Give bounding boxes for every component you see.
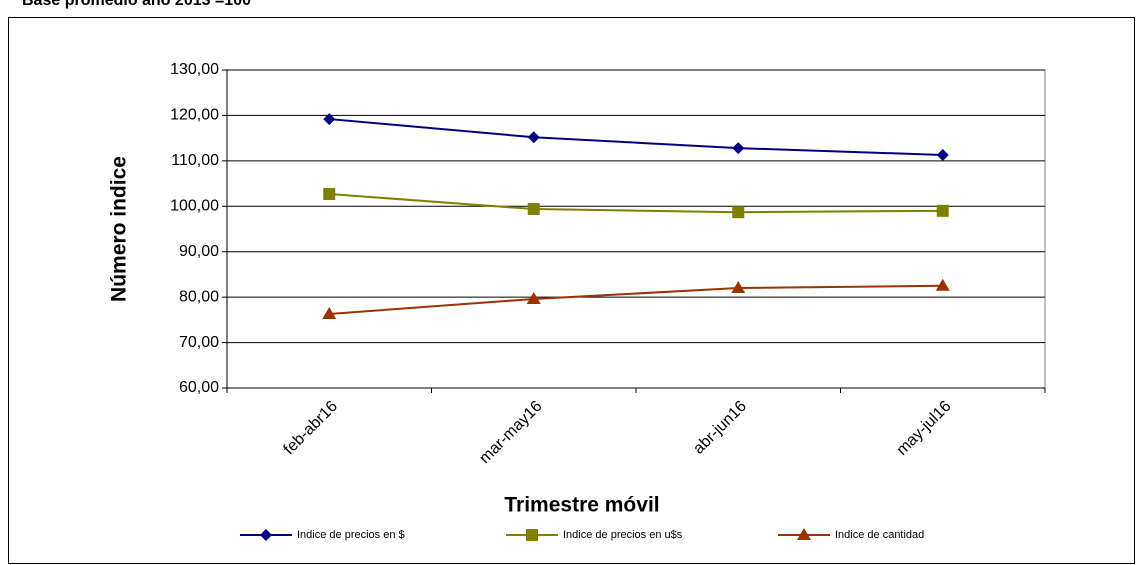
series-line <box>329 284 943 315</box>
y-tick-label: 120,00 <box>170 107 219 124</box>
marker <box>732 142 745 155</box>
marker <box>731 281 746 294</box>
marker <box>526 291 541 304</box>
y-tick-label: 80,00 <box>179 288 219 305</box>
x-tick-label: abr-jun16 <box>690 398 750 458</box>
marker <box>936 148 949 161</box>
chart-subtitle: Base promedio año 2013 =100 <box>22 0 251 9</box>
y-tick-label: 60,00 <box>179 379 219 396</box>
y-tick-label: 100,00 <box>170 198 219 215</box>
series-line <box>329 118 943 156</box>
marker <box>935 278 950 291</box>
marker <box>526 529 538 541</box>
y-tick-label: 90,00 <box>179 243 219 260</box>
series-line <box>329 193 943 214</box>
legend-label: Indice de cantidad <box>835 529 924 541</box>
x-tick-label: may-jul16 <box>893 398 954 459</box>
chart-frame <box>8 17 1135 564</box>
x-tick-label: feb-abr16 <box>281 398 342 459</box>
marker <box>323 188 336 201</box>
legend-label: Indice de precios en u$s <box>563 529 683 541</box>
plot-area <box>226 69 1046 389</box>
x-axis-label: Trimestre móvil <box>504 494 659 517</box>
marker <box>797 528 811 540</box>
marker <box>323 113 336 126</box>
marker <box>936 204 949 217</box>
x-tick-label: mar-may16 <box>476 398 545 467</box>
marker <box>527 131 540 144</box>
y-tick-label: 70,00 <box>179 334 219 351</box>
y-tick-label: 130,00 <box>170 61 219 78</box>
y-tick-label: 110,00 <box>171 152 219 169</box>
marker <box>732 206 745 219</box>
marker <box>260 529 272 541</box>
marker <box>322 306 337 319</box>
y-axis-label: Número indice <box>108 156 131 302</box>
marker <box>527 203 540 216</box>
legend-label: Indice de precios en $ <box>297 529 405 541</box>
